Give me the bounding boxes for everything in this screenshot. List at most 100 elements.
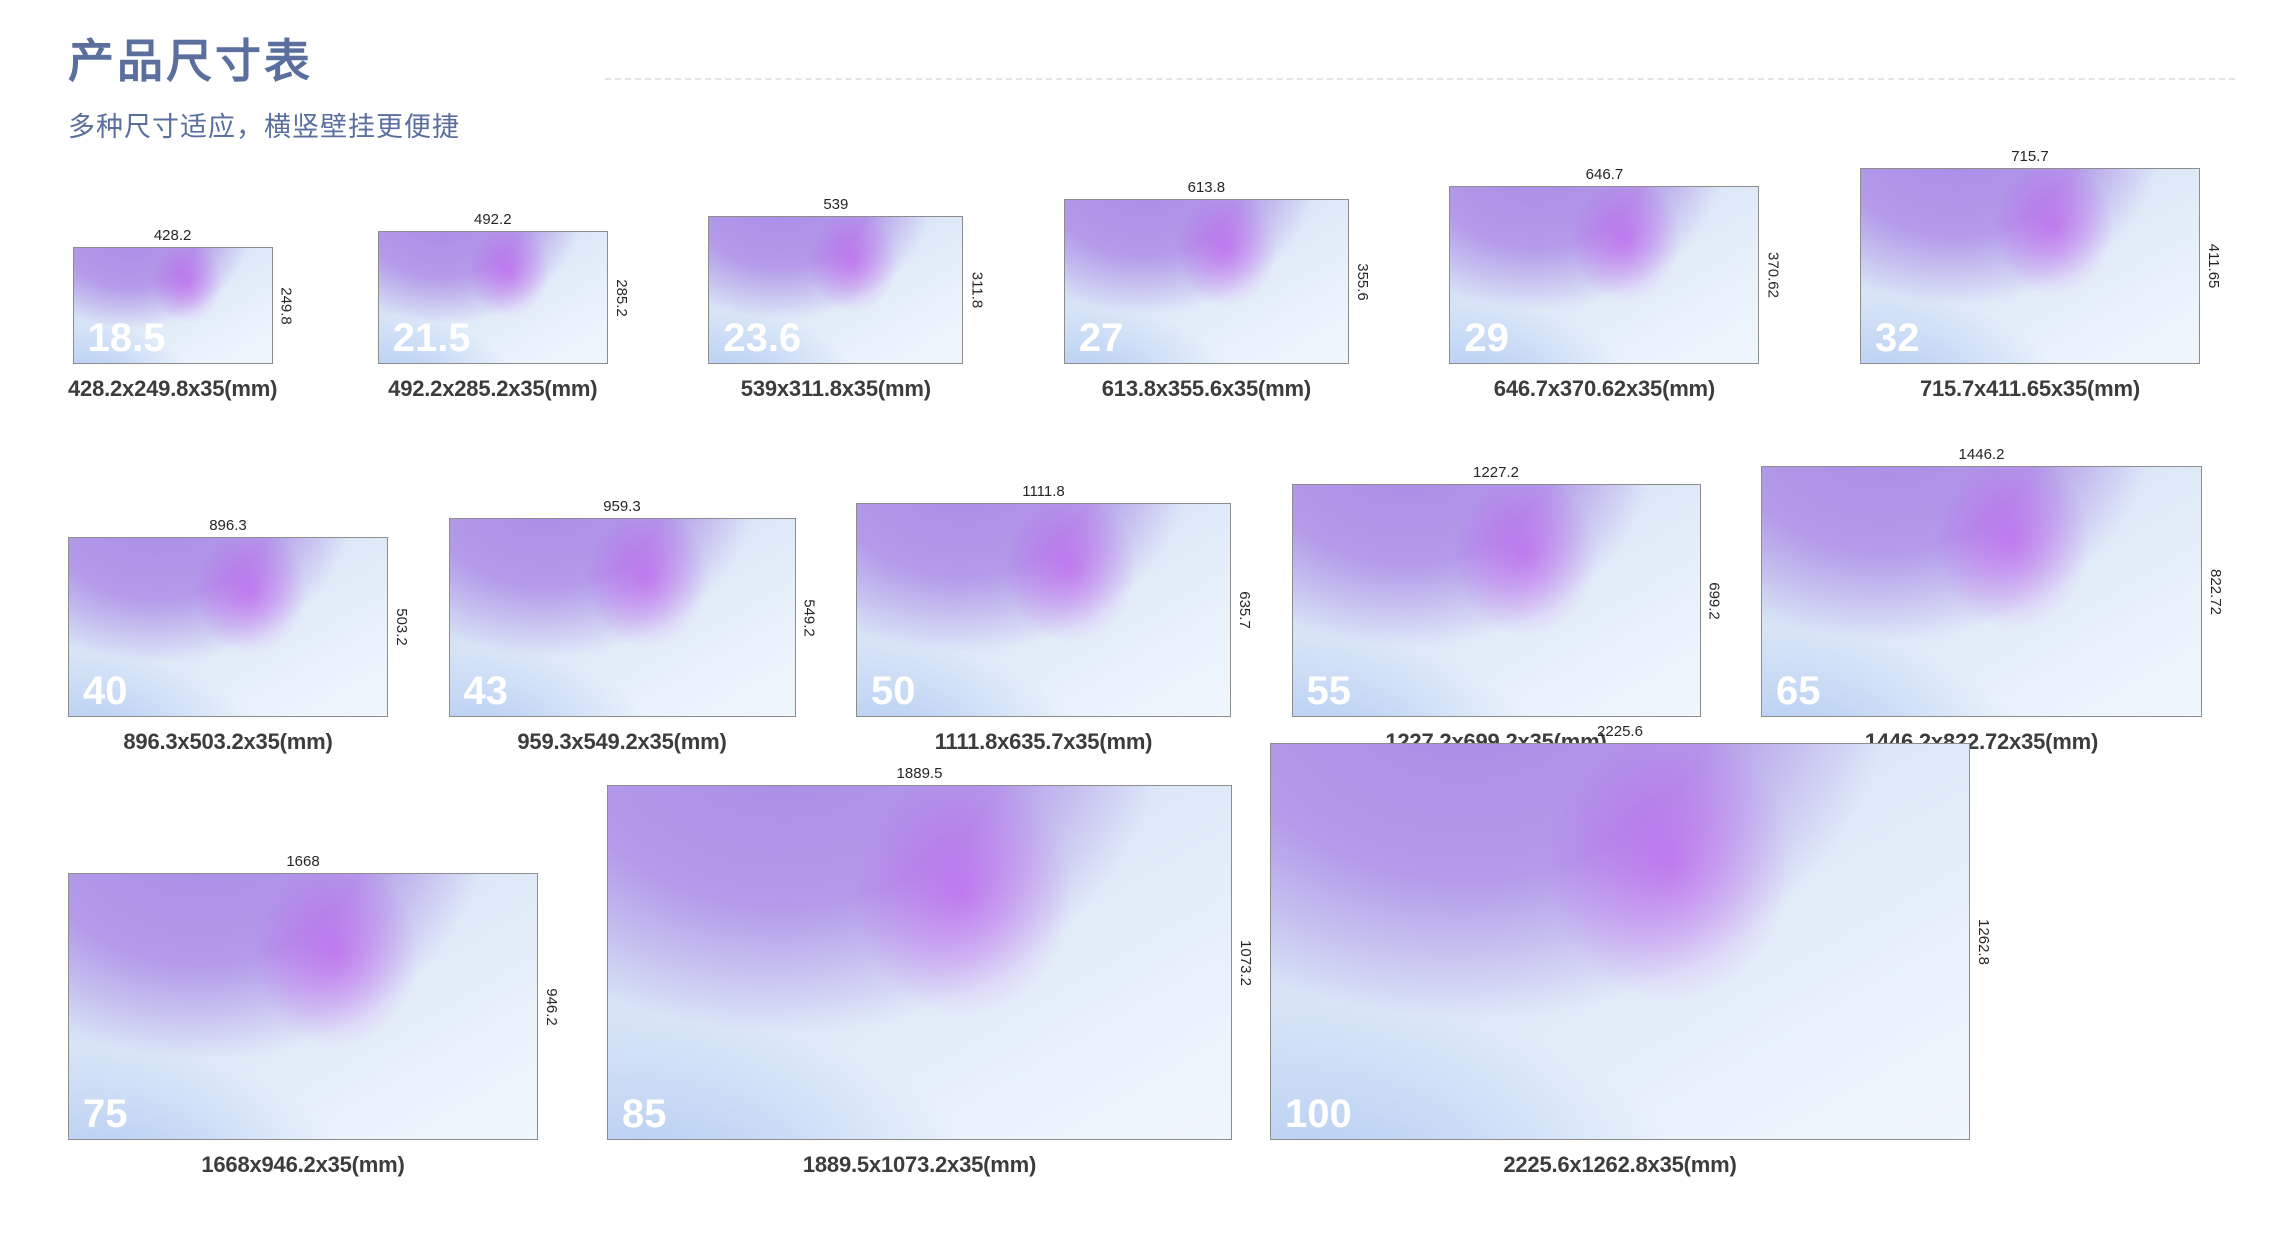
height-mm-label: 699.2 xyxy=(1705,581,1723,620)
display-panel-image: 32 xyxy=(1859,168,2200,364)
width-mm-label: 613.8 xyxy=(1187,179,1226,196)
header: 产品尺寸表 多种尺寸适应，横竖壁挂更便捷 xyxy=(68,34,460,144)
width-mm-label: 1889.5 xyxy=(896,765,943,782)
page-title: 产品尺寸表 xyxy=(68,35,313,87)
page-subtitle: 多种尺寸适应，横竖壁挂更便捷 xyxy=(68,112,460,143)
size-inches-label: 43 xyxy=(463,669,509,713)
display-panel-image: 100 xyxy=(1270,743,1970,1140)
size-inches-label: 65 xyxy=(1776,669,1821,713)
size-row: 428.2 18.5 249.8 428.2x249.8x35(mm) 492.… xyxy=(68,148,2222,402)
width-mm-label: 715.7 xyxy=(2011,148,2049,165)
display-panel-image: 40 xyxy=(68,537,388,717)
dimensions-caption: 896.3x503.2x35(mm) xyxy=(123,729,333,754)
product-size-item: 539 23.6 311.8 539x311.8x35(mm) xyxy=(708,196,985,402)
panel-wrap: 18.5 249.8 xyxy=(72,247,295,364)
panel-wrap: 27 355.6 xyxy=(1063,199,1371,364)
width-mm-label: 896.3 xyxy=(209,517,247,534)
height-mm-label: 411.65 xyxy=(2204,243,2222,289)
product-size-item: 1889.5 85 1073.2 1889.5x1073.2x35(mm) xyxy=(607,765,1254,1178)
size-row: 1668 75 946.2 1668x946.2x35(mm) 1889.5 8… xyxy=(68,723,1992,1178)
height-mm-label: 635.7 xyxy=(1236,591,1253,629)
size-inches-label: 18.5 xyxy=(87,316,166,360)
width-mm-label: 1446.2 xyxy=(1958,446,2005,463)
height-mm-label: 311.8 xyxy=(968,271,986,309)
size-inches-label: 27 xyxy=(1078,316,1124,360)
size-inches-label: 21.5 xyxy=(392,316,471,360)
panel-wrap: 32 411.65 xyxy=(1859,168,2222,364)
size-inches-label: 75 xyxy=(83,1092,128,1136)
panel-wrap: 29 370.62 xyxy=(1449,186,1781,364)
width-mm-label: 1668 xyxy=(286,853,320,870)
product-size-item: 1668 75 946.2 1668x946.2x35(mm) xyxy=(68,853,560,1178)
display-panel-image: 85 xyxy=(607,785,1232,1140)
product-size-item: 492.2 21.5 285.2 492.2x285.2x35(mm) xyxy=(377,211,630,402)
panel-wrap: 55 699.2 xyxy=(1291,484,1723,717)
product-size-item: 1111.8 50 635.7 1111.8x635.7x35(mm) xyxy=(856,483,1253,755)
product-size-item: 613.8 27 355.6 613.8x355.6x35(mm) xyxy=(1063,179,1371,402)
product-size-item: 959.3 43 549.2 959.3x549.2x35(mm) xyxy=(448,498,818,755)
display-panel-image: 18.5 xyxy=(72,247,273,364)
height-mm-label: 285.2 xyxy=(612,278,630,317)
panel-wrap: 43 549.2 xyxy=(448,518,818,717)
height-mm-label: 355.6 xyxy=(1353,262,1371,301)
product-size-item: 428.2 18.5 249.8 428.2x249.8x35(mm) xyxy=(68,227,295,402)
display-panel-image: 23.6 xyxy=(708,216,964,364)
panel-wrap: 21.5 285.2 xyxy=(377,231,630,364)
size-inches-label: 85 xyxy=(622,1092,667,1136)
display-panel-image: 21.5 xyxy=(377,231,608,364)
height-mm-label: 249.8 xyxy=(277,286,295,325)
dashed-divider xyxy=(605,78,2235,80)
product-size-item: 646.7 29 370.62 646.7x370.62x35(mm) xyxy=(1449,166,1781,402)
size-row: 896.3 40 503.2 896.3x503.2x35(mm) 959.3 … xyxy=(68,446,2224,755)
width-mm-label: 1227.2 xyxy=(1473,464,1519,481)
panel-wrap: 23.6 311.8 xyxy=(708,216,985,364)
width-mm-label: 539 xyxy=(823,196,849,213)
dimensions-caption: 959.3x549.2x35(mm) xyxy=(517,729,727,754)
display-panel-image: 75 xyxy=(68,873,538,1140)
height-mm-label: 946.2 xyxy=(543,987,560,1026)
panel-wrap: 75 946.2 xyxy=(68,873,560,1140)
size-inches-label: 100 xyxy=(1285,1092,1352,1136)
display-panel-image: 29 xyxy=(1449,186,1760,364)
product-size-item: 2225.6 100 1262.8 2225.6x1262.8x35(mm) xyxy=(1270,723,1992,1178)
display-panel-image: 55 xyxy=(1291,484,1701,717)
width-mm-label: 646.7 xyxy=(1585,166,1624,183)
dimensions-caption: 613.8x355.6x35(mm) xyxy=(1101,376,1311,401)
dimensions-caption: 646.7x370.62x35(mm) xyxy=(1493,376,1716,401)
dimensions-caption: 539x311.8x35(mm) xyxy=(740,376,931,401)
dimensions-caption: 492.2x285.2x35(mm) xyxy=(388,376,598,401)
panel-wrap: 100 1262.8 xyxy=(1270,743,1992,1140)
width-mm-label: 2225.6 xyxy=(1597,723,1643,740)
height-mm-label: 1073.2 xyxy=(1237,939,1254,986)
width-mm-label: 959.3 xyxy=(603,498,641,515)
panel-wrap: 40 503.2 xyxy=(68,537,410,717)
width-mm-label: 1111.8 xyxy=(1022,483,1065,500)
display-panel-image: 65 xyxy=(1761,466,2202,717)
display-panel-image: 43 xyxy=(448,518,796,717)
height-mm-label: 370.62 xyxy=(1764,252,1782,298)
panel-wrap: 50 635.7 xyxy=(856,503,1253,717)
size-inches-label: 55 xyxy=(1306,669,1352,713)
height-mm-label: 503.2 xyxy=(393,608,410,646)
dimensions-caption: 1111.8x635.7x35(mm) xyxy=(934,729,1153,754)
size-inches-label: 50 xyxy=(871,669,916,713)
size-inches-label: 29 xyxy=(1464,316,1509,360)
dimensions-caption: 715.7x411.65x35(mm) xyxy=(1919,376,2140,401)
dimensions-caption: 1668x946.2x35(mm) xyxy=(201,1152,405,1177)
width-mm-label: 492.2 xyxy=(474,211,512,228)
panel-wrap: 85 1073.2 xyxy=(607,785,1254,1140)
size-inches-label: 23.6 xyxy=(723,316,802,360)
height-mm-label: 1262.8 xyxy=(1975,918,1992,965)
dimensions-caption: 1889.5x1073.2x35(mm) xyxy=(802,1152,1037,1177)
height-mm-label: 822.72 xyxy=(2207,568,2224,615)
product-size-item: 715.7 32 411.65 715.7x411.65x35(mm) xyxy=(1859,148,2222,402)
product-size-item: 896.3 40 503.2 896.3x503.2x35(mm) xyxy=(68,517,410,755)
display-panel-image: 27 xyxy=(1063,199,1349,364)
size-inches-label: 32 xyxy=(1874,316,1920,360)
display-panel-image: 50 xyxy=(856,503,1231,717)
panel-wrap: 65 822.72 xyxy=(1761,466,2224,717)
width-mm-label: 428.2 xyxy=(153,227,192,244)
height-mm-label: 549.2 xyxy=(800,598,818,637)
size-inches-label: 40 xyxy=(83,669,128,713)
